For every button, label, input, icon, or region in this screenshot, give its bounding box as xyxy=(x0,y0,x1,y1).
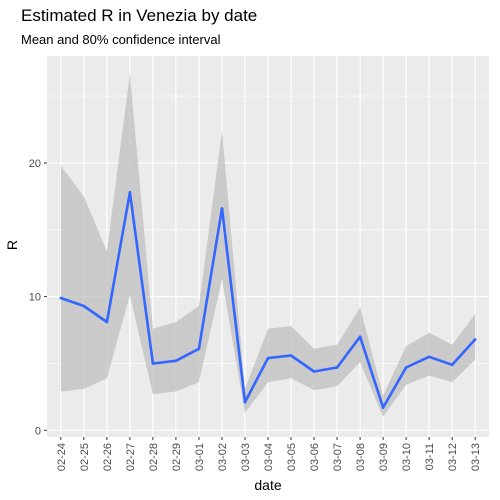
mean-point xyxy=(60,297,63,300)
y-tick-label: 20 xyxy=(29,158,41,170)
x-tick-label: 03-08 xyxy=(355,443,367,471)
x-tick-label: 03-13 xyxy=(470,443,482,471)
x-tick-label: 02-27 xyxy=(125,443,137,471)
mean-point xyxy=(175,360,178,363)
x-tick-label: 02-25 xyxy=(79,443,91,471)
y-tick-label: 0 xyxy=(35,425,41,437)
mean-point xyxy=(106,321,109,324)
mean-point xyxy=(313,370,316,373)
x-tick-label: 03-06 xyxy=(309,443,321,471)
x-tick-label: 03-12 xyxy=(447,443,459,471)
x-tick-label: 03-11 xyxy=(424,443,436,470)
mean-point xyxy=(244,401,247,404)
y-tick-label: 10 xyxy=(29,292,41,304)
mean-point xyxy=(405,366,408,369)
mean-point xyxy=(428,355,431,358)
x-tick-label: 02-28 xyxy=(148,443,160,471)
mean-point xyxy=(451,364,454,367)
mean-point xyxy=(359,335,362,338)
x-tick-label: 03-03 xyxy=(240,443,252,471)
mean-point xyxy=(83,305,86,308)
mean-point xyxy=(382,406,385,409)
mean-point xyxy=(290,354,293,357)
x-tick-label: 03-09 xyxy=(378,443,390,471)
x-tick-label: 03-02 xyxy=(217,443,229,471)
x-tick-label: 03-07 xyxy=(332,443,344,471)
x-tick-label: 03-10 xyxy=(401,443,413,471)
x-tick-label: 02-24 xyxy=(56,443,68,471)
chart-title: Estimated R in Venezia by date xyxy=(21,6,257,25)
mean-point xyxy=(152,362,155,365)
x-tick-label: 02-26 xyxy=(102,443,114,471)
mean-point xyxy=(129,191,132,194)
mean-point xyxy=(267,357,270,360)
chart-subtitle: Mean and 80% confidence interval xyxy=(21,32,221,47)
mean-point xyxy=(336,366,339,369)
x-tick-label: 03-01 xyxy=(194,443,206,471)
x-axis-title: date xyxy=(254,477,281,493)
mean-point xyxy=(198,347,201,350)
x-tick-label: 03-04 xyxy=(263,443,275,471)
x-tick-label: 02-29 xyxy=(171,443,183,471)
mean-point xyxy=(221,207,224,210)
mean-point xyxy=(474,338,477,341)
y-axis-title: R xyxy=(4,240,20,250)
x-tick-label: 03-05 xyxy=(286,443,298,471)
